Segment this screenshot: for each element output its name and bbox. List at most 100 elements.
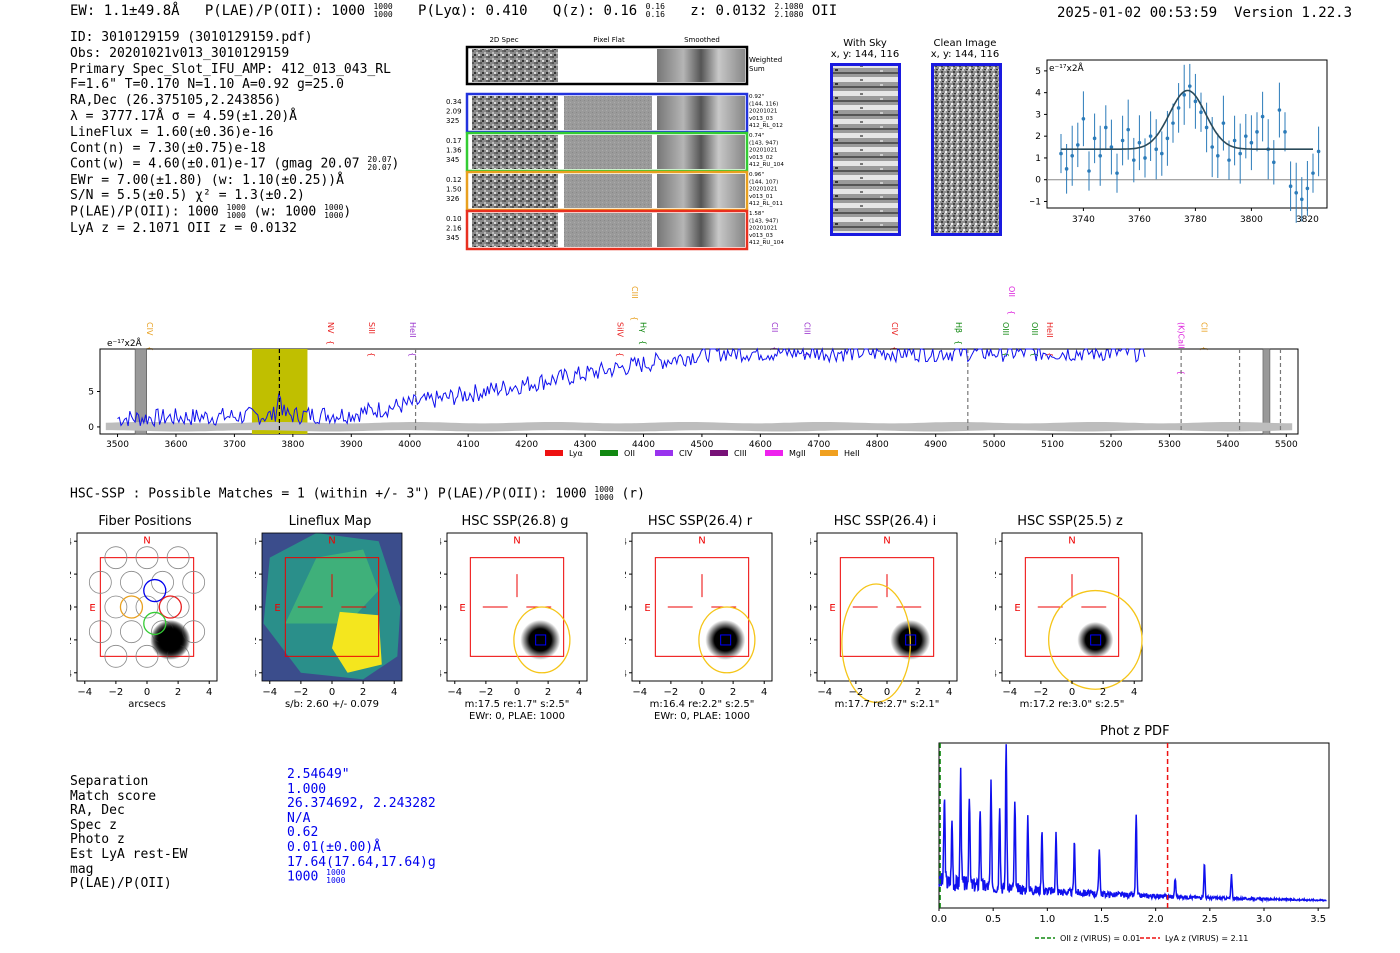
fit-point xyxy=(1238,151,1242,156)
fiber-circle xyxy=(104,595,128,619)
spectrum-line-label: Hβ xyxy=(954,322,963,333)
hsc-ytick-label: −4 xyxy=(625,669,627,680)
spectrum-xtick-label: 3900 xyxy=(340,440,363,450)
aperture-box xyxy=(284,557,380,657)
spectrum-line-brace: { xyxy=(408,352,417,357)
hsc-xtick-label: 2 xyxy=(360,687,366,698)
hsc-xtick-label: −4 xyxy=(817,687,832,698)
spectrum-line-brace: { xyxy=(1007,310,1016,315)
match-value: 1000 1000 1000 xyxy=(287,868,346,886)
hsc-ytick-label: 0 xyxy=(70,603,72,614)
fit-ytick-label: 1 xyxy=(1035,154,1041,164)
hsc-panel-image: N E 4 2 0 −2 −4 −4 −2 0 2 4 m:17.5 re:1.7" s:2.5"EWr… xyxy=(440,532,588,722)
spectrum-masked-region xyxy=(134,348,148,435)
z-range: 2.1080 2.1080 xyxy=(774,2,804,19)
spectrum-line-brace: { xyxy=(630,316,639,321)
hsc-xtick-label: 0 xyxy=(699,687,705,698)
match-label: Separation xyxy=(70,774,149,789)
cutout-right-value: 20201021 xyxy=(749,187,778,193)
hsc-panel-image: N E 4 2 0 −2 −4 −4 −2 0 2 4 arcsecs xyxy=(70,532,218,710)
hsc-ytick-label: 2 xyxy=(70,570,72,581)
hsc-panel-image: N E 4 2 0 −2 −4 −4 −2 0 2 4 m:17.7 re:2.7" s:2.1" xyxy=(810,532,958,710)
east-label: E xyxy=(89,603,95,614)
spectrum-line-label: CIV xyxy=(890,322,899,336)
cutout-smooth xyxy=(657,96,745,130)
spectrum-line-brace: { xyxy=(802,352,811,357)
fit-point xyxy=(1221,121,1226,125)
fit-point xyxy=(1216,153,1220,158)
fiber-circle xyxy=(135,546,159,570)
hsc-ytick-label: −4 xyxy=(255,669,257,680)
match-label: Est LyA rest-EW xyxy=(70,846,188,862)
fit-xtick-label: 3820 xyxy=(1296,215,1319,225)
plya-value: P(Lyα): 0.410 xyxy=(418,3,528,19)
spectrum-line-label: OIII xyxy=(1030,322,1039,335)
weighted-2d xyxy=(472,49,558,82)
fit-point xyxy=(1148,134,1153,138)
cutout-bg xyxy=(76,532,218,682)
spectrum-line-label: CIII xyxy=(802,322,811,335)
fit-point xyxy=(1098,153,1102,158)
spectrum-xtick-label: 4100 xyxy=(457,440,480,450)
cutout-left-value: 0.17 xyxy=(446,137,462,145)
fit-ytick-label: 0 xyxy=(1035,176,1041,186)
spectrum-legend-swatch xyxy=(655,450,673,456)
hsc-ytick-label: −4 xyxy=(995,669,997,680)
spectrum-legend-label: CIII xyxy=(734,449,747,458)
ellipse-fit xyxy=(698,606,756,674)
fiber-circle xyxy=(182,570,206,594)
timestamp-version: 2025-01-02 00:53:59 Version 1.22.3 xyxy=(1057,5,1352,21)
cutout-right-value: 0.92" xyxy=(749,94,764,100)
hsc-ytick-label: −2 xyxy=(995,636,997,647)
spectrum-line-label: CII xyxy=(770,322,779,332)
fit-point xyxy=(1171,121,1175,125)
north-label: N xyxy=(513,536,520,547)
cutout-right-value: 412_RU_104 xyxy=(749,240,784,246)
fit-point xyxy=(1294,190,1298,195)
spectrum-line-label: HeII xyxy=(408,322,417,338)
plae-value: P(LAE)/P(OII): 1000 xyxy=(204,3,366,19)
hsc-panel-title: HSC SSP(26.4) i xyxy=(833,514,937,529)
hsc-ytick-label: −2 xyxy=(810,636,812,647)
summary-header: EW: 1.1±49.8Å P(LAE)/P(OII): 1000 1000 10… xyxy=(70,2,837,20)
spectrum-line-label: NV xyxy=(326,322,335,334)
hsc-xtick-label: 2 xyxy=(915,687,921,698)
hsc-xtick-label: −2 xyxy=(109,687,124,698)
hsc-caption: EWr: 0, PLAE: 1000 xyxy=(654,711,750,722)
z-value: z: 0.0132 xyxy=(690,3,767,19)
cutout-left-value: 1.36 xyxy=(446,147,462,155)
qz-range: 0.16 0.16 xyxy=(645,2,665,19)
spectrum-xtick-label: 4800 xyxy=(866,440,889,450)
plae-range: 1000 1000 xyxy=(373,2,393,19)
photz-xtick-label: 2.5 xyxy=(1202,914,1218,925)
cutout-right-value: 0.96" xyxy=(749,172,764,178)
target-marker xyxy=(1090,634,1102,646)
info-contn: Cont(n) = 7.30(±0.75)e-18 xyxy=(70,140,266,156)
east-label: E xyxy=(829,603,835,614)
fit-point xyxy=(1300,197,1304,202)
cutout-right-value: v013_01 xyxy=(749,194,773,200)
hsc-caption: m:17.5 re:1.7" s:2.5" xyxy=(465,699,570,710)
spectrum-xtick-label: 5500 xyxy=(1275,440,1298,450)
hsc-ytick-label: −2 xyxy=(255,636,257,647)
photz-legend-oii: OII z (VIRUS) = 0.01 xyxy=(1060,934,1140,943)
hsc-xtick-label: −2 xyxy=(849,687,864,698)
match-value: 0.62 xyxy=(287,825,319,841)
hsc-xtick-label: 2 xyxy=(175,687,181,698)
cutout-right-value: 412_RU_104 xyxy=(749,162,784,168)
cutout-left-value: 326 xyxy=(446,195,460,203)
spectrum-cutouts: 2D Spec Pixel Flat Smoothed Weighted Sum… xyxy=(446,36,784,251)
fiber-circle xyxy=(104,644,128,668)
info-ewr: EWr = 7.00(±1.80) (w: 1.10(±0.25))Å xyxy=(70,172,344,188)
spectrum-xtick-label: 3800 xyxy=(281,440,304,450)
hsc-panel-image: N E 4 2 0 −2 −4 −4 −2 0 2 4 m:17.2 re:3.0" s:2.5" xyxy=(995,532,1143,710)
fit-point xyxy=(1115,171,1119,175)
target-marker xyxy=(905,634,917,646)
north-label: N xyxy=(883,536,890,547)
fit-point xyxy=(1109,145,1114,149)
fit-point xyxy=(1132,158,1136,162)
cutout-right-value: 1.58" xyxy=(749,211,764,217)
info-sn: S/N = 5.5(±0.5) χ² = 1.3(±0.2) xyxy=(70,188,305,204)
hsc-xtick-label: −4 xyxy=(77,687,92,698)
hsc-panel-title: HSC SSP(25.5) z xyxy=(1017,514,1123,529)
